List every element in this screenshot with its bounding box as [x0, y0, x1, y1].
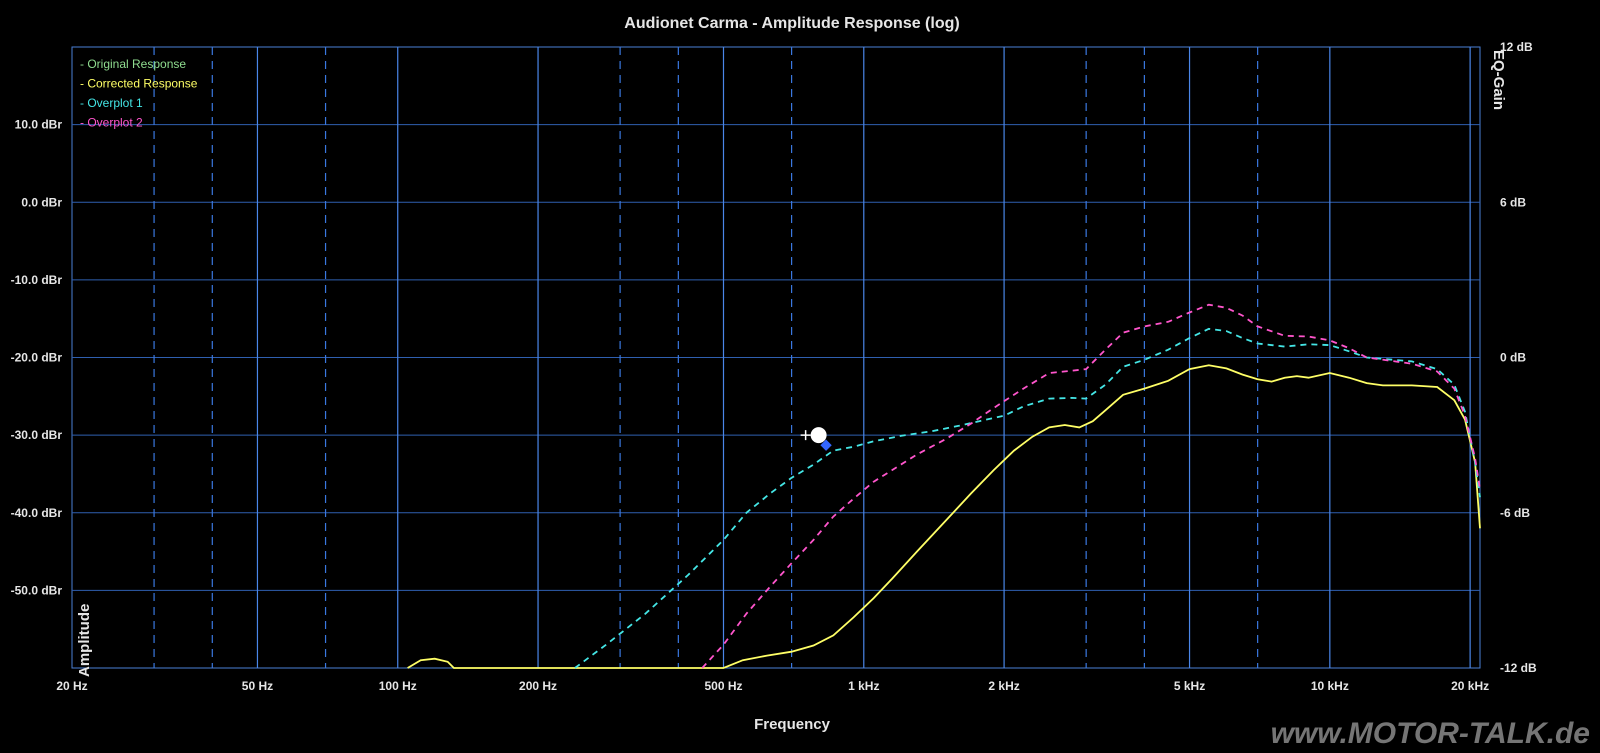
x-tick-label: 20 Hz [56, 679, 87, 693]
x-axis-tick-labels: 20 Hz 50 Hz 100 Hz 200 Hz 500 Hz 1 kHz 2 kHz 5 … [56, 679, 1489, 693]
chart-title: Audionet Carma - Amplitude Response (log… [624, 15, 959, 32]
y2-axis-tick-labels: 12 dB 6 dB 0 dB -6 dB -12 dB [1500, 40, 1537, 675]
y-tick-label: -20.0 dBr [11, 351, 63, 365]
y2-tick-label: -6 dB [1500, 506, 1530, 520]
y-tick-label: -10.0 dBr [11, 273, 63, 287]
y-axis-title: Amplitude [76, 604, 93, 677]
legend-entry: - Original Response [80, 57, 186, 71]
x-tick-label: 50 Hz [242, 679, 273, 693]
grid-lines [72, 47, 1480, 668]
x-tick-label: 1 kHz [848, 679, 879, 693]
cursor-marker[interactable] [810, 427, 827, 444]
series-line-overplot-1 [574, 327, 1481, 669]
x-tick-label: 10 kHz [1311, 679, 1349, 693]
y2-tick-label: 6 dB [1500, 195, 1526, 209]
y2-tick-label: -12 dB [1500, 661, 1537, 675]
y-tick-label: -30.0 dBr [11, 428, 63, 442]
cursor-markers [800, 427, 832, 451]
legend-entry: - Corrected Response [80, 77, 198, 91]
cursor-handle[interactable] [820, 439, 832, 451]
x-tick-label: 500 Hz [704, 679, 742, 693]
y2-tick-label: 0 dB [1500, 351, 1526, 365]
legend: - Original Response - Corrected Response -… [80, 57, 198, 130]
y-tick-label: -40.0 dBr [11, 506, 63, 520]
legend-entry: - Overplot 1 [80, 96, 143, 110]
series-line-corrected-response [407, 364, 1481, 669]
y-axis-tick-labels: 10.0 dBr 0.0 dBr -10.0 dBr -20.0 dBr -30.0 d… [11, 118, 63, 598]
x-tick-label: 5 kHz [1174, 679, 1205, 693]
x-tick-label: 20 kHz [1451, 679, 1489, 693]
y-tick-label: 10.0 dBr [15, 118, 63, 132]
series-line-overplot-2 [701, 303, 1481, 669]
x-axis-title: Frequency [754, 716, 831, 733]
y2-tick-label: 12 dB [1500, 40, 1533, 54]
y2-axis-title: EQ-Gain [1490, 50, 1507, 110]
x-tick-label: 100 Hz [379, 679, 417, 693]
watermark: www.MOTOR-TALK.de [1271, 717, 1590, 750]
y-tick-label: -50.0 dBr [11, 583, 63, 597]
series-lines [407, 303, 1481, 669]
x-tick-label: 2 kHz [988, 679, 1019, 693]
legend-entry: - Overplot 2 [80, 116, 143, 130]
x-tick-label: 200 Hz [519, 679, 557, 693]
y-tick-label: 0.0 dBr [21, 195, 62, 209]
